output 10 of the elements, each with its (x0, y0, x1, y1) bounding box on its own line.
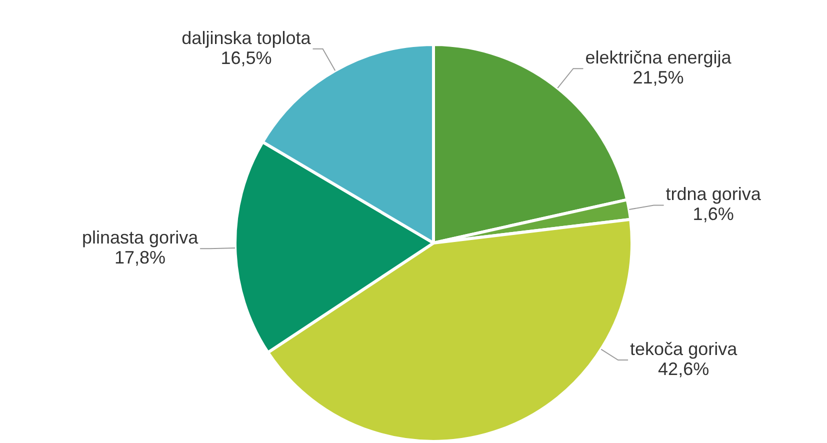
slice-label: plinasta goriva (82, 228, 200, 248)
slice-label: daljinska toplota (182, 28, 312, 48)
data-label: 21,5% (632, 68, 684, 88)
data-label: 42,6% (658, 358, 710, 379)
data-label: 16,5% (220, 48, 272, 68)
slice-label: električna energija (585, 48, 732, 68)
data-label: 1,6% (692, 204, 734, 224)
data-label: 17,8% (114, 248, 166, 268)
slice-label: trdna goriva (666, 184, 762, 204)
slice-label: tekoča goriva (630, 338, 738, 359)
